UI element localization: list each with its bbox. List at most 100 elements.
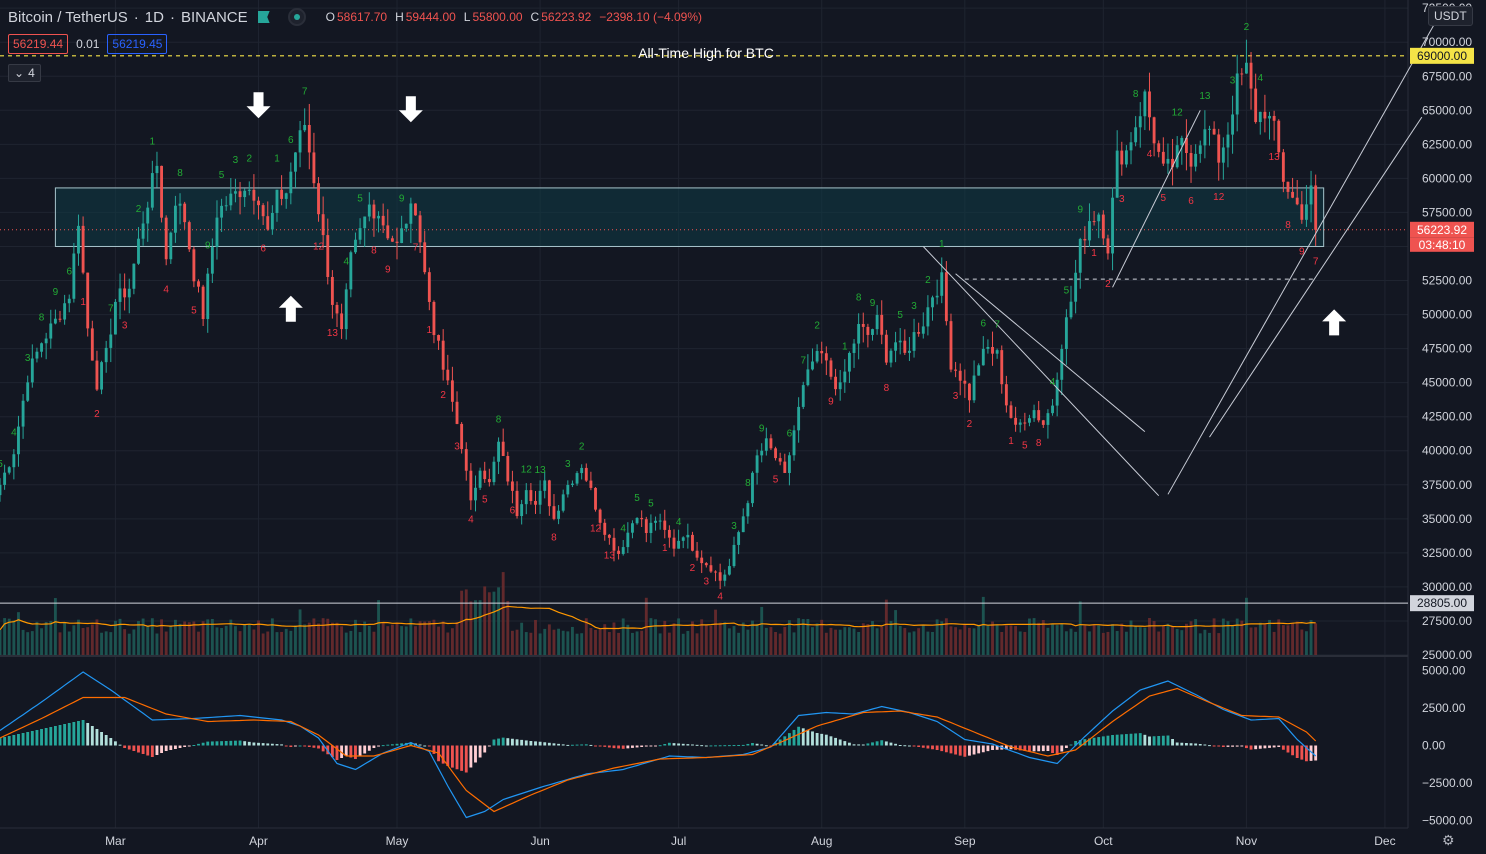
candle [1148,91,1151,118]
macd-histogram-bar [257,742,260,746]
candle [1097,214,1101,222]
candle [889,350,893,363]
candle [894,342,898,351]
support-price-tag: 28805.00 [1417,596,1467,610]
volume-bar [741,622,745,655]
price-tick-label: 25000.00 [1422,648,1472,662]
td-count-up: 3 [233,155,239,166]
candle [764,438,768,451]
candle [427,272,431,302]
volume-bar [691,621,694,655]
candle [1314,185,1318,230]
volume-bar [229,619,233,655]
candle [926,307,930,327]
volume-bar [649,618,653,655]
candle [1032,410,1036,419]
macd-histogram-bar [524,740,528,746]
macd-histogram-bar [695,744,699,746]
candle [137,238,140,264]
volume-bar [1051,624,1054,655]
candle [940,272,944,296]
volume-bar [303,624,307,655]
current-price-tag-countdown-bg [1410,237,1474,252]
td-count-up: 3 [565,459,571,470]
candle [474,487,477,501]
ath-annotation[interactable]: All-Time High for BTC [638,45,774,61]
volume-bar [617,632,621,655]
symbol-name[interactable]: Bitcoin / TetherUS [8,8,128,26]
candle [958,370,962,381]
macd-histogram-bar [727,745,731,747]
candle [760,450,764,456]
currency-selector[interactable]: USDT [1428,6,1473,26]
volume-bar [1208,632,1211,655]
macd-histogram-bar [667,742,671,746]
buy-button[interactable]: 56219.45 [107,34,168,54]
candle [1111,197,1114,254]
macd-pane [0,671,1318,819]
volume-bar [515,629,519,655]
volume-bar [1226,621,1230,655]
macd-histogram-bar [797,726,801,746]
indicators-toggle[interactable]: ⌄ 4 [8,64,41,82]
candle [1143,91,1147,117]
macd-histogram-bar [547,742,551,746]
volume-bar [783,626,787,655]
volume-bar [995,624,999,655]
candle [321,214,325,236]
time-tick-label: Jul [671,834,686,848]
macd-histogram-bar [732,745,736,747]
volume-bar [755,623,759,655]
price-tick-label: 40000.00 [1422,444,1472,458]
symbol-header[interactable]: Bitcoin / TetherUS · 1D · BINANCE O 58617… [8,6,708,28]
trendline-drawings[interactable] [922,21,1437,497]
arrow-annotations[interactable] [246,92,1347,336]
market-status-icon[interactable] [287,8,306,26]
ohlc-value: 55800.00 [472,10,523,24]
volume-bar [1295,621,1299,655]
ohlc-key: H [395,10,404,24]
candle [261,205,265,217]
volume-bar [769,627,773,655]
interval[interactable]: 1D [144,8,164,26]
candle [991,347,994,354]
volume-bar [584,618,588,655]
macd-histogram-bar [617,745,621,749]
volume-bar [118,618,122,655]
candle [778,458,782,462]
macd-histogram-bar [686,744,690,746]
candle [686,534,690,538]
flag-icon[interactable] [257,11,270,23]
td-count-up: 2 [136,204,142,215]
candle [409,203,413,224]
price-tick-label: 47500.00 [1422,342,1472,356]
macd-histogram-bar [7,736,11,746]
countdown-label: 03:48:10 [1419,238,1466,252]
volume-bar [829,627,833,655]
volume-bar [363,621,367,655]
macd-histogram-bar [1028,745,1031,752]
macd-histogram-bar [1171,739,1174,746]
macd-histogram-bar [104,735,108,746]
volume-bar [968,627,971,655]
candle [469,470,473,501]
td-count-up: 8 [745,478,751,489]
candle [995,350,999,354]
macd-histogram-bar [86,723,90,746]
volume-bar [86,627,90,655]
macd-histogram-bar [612,745,616,749]
macd-histogram-bar [663,744,667,746]
candle [418,215,422,243]
settings-gear-icon[interactable]: ⚙ [1442,832,1455,848]
candle [1212,128,1216,135]
volume-bar [1175,628,1179,655]
macd-histogram-bar [1078,740,1082,746]
candle [871,329,874,335]
sell-button[interactable]: 56219.44 [8,34,69,54]
indicator-count: 4 [28,66,35,80]
candle [866,326,870,335]
macd-histogram-bar [132,745,136,751]
candle [949,321,953,370]
candle [95,360,99,390]
